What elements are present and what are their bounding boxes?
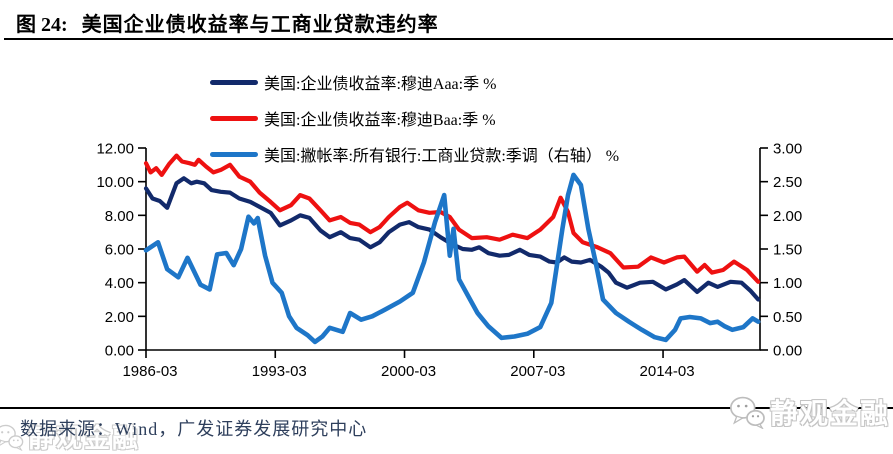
brand-logo: 静观金融 [728, 392, 890, 432]
legend-item-baa: 美国:企业债收益率:穆迪Baa:季 % [210, 100, 619, 136]
x-tick-label: 2000-03 [381, 363, 436, 380]
legend-label-aaa: 美国:企业债收益率:穆迪Aaa:季 % [264, 76, 497, 93]
data-source: 数据来源：Wind，广发证券发展研究中心 [20, 419, 368, 439]
brand-logo-text: 静观金融 [770, 399, 891, 430]
y-left-tick-label: 6.00 [105, 242, 134, 259]
series-line-0 [143, 176, 761, 302]
series-line-1 [143, 153, 761, 284]
legend-label-baa: 美国:企业债收益率:穆迪Baa:季 % [264, 112, 496, 129]
y-left-tick-label: 10.00 [96, 174, 134, 191]
legend-swatch-chargeoff [210, 151, 258, 157]
watermark-left: 静观金融 [0, 418, 140, 454]
y-right-tick-label: 0.50 [773, 309, 802, 326]
x-tick-label: 2014-03 [640, 363, 695, 380]
y-right-tick-label: 3.00 [773, 141, 802, 158]
x-tick-label: 1986-03 [122, 363, 177, 380]
y-left-tick-label: 12.00 [96, 141, 134, 158]
y-right-tick-label: 0.00 [773, 343, 802, 360]
legend-item-chargeoff: 美国:撇帐率:所有银行:工商业贷款:季调（右轴） % [210, 136, 619, 172]
figure-number: 图 24: [16, 14, 68, 36]
y-right-tick-label: 2.50 [773, 174, 802, 191]
chat-bubbles-icon [0, 424, 24, 451]
figure-title: 美国企业债收益率与工商业贷款违约率 [81, 14, 439, 36]
y-right-tick-label: 1.00 [773, 275, 802, 292]
figure-header: 图 24: 美国企业债收益率与工商业贷款违约率 [16, 8, 439, 37]
legend-swatch-baa [210, 115, 258, 121]
x-tick-label: 2007-03 [510, 363, 565, 380]
y-left-tick-label: 0.00 [105, 343, 134, 360]
footer-divider [0, 407, 893, 409]
y-left-tick-label: 2.00 [105, 309, 134, 326]
y-right-tick-label: 1.50 [773, 242, 802, 259]
y-left-tick-label: 8.00 [105, 208, 134, 225]
title-divider [4, 38, 893, 40]
chart-legend: 美国:企业债收益率:穆迪Aaa:季 % 美国:企业债收益率:穆迪Baa:季 % … [210, 64, 619, 172]
chat-bubbles-icon [730, 396, 765, 429]
watermark-text: 静观金融 [28, 424, 141, 453]
legend-swatch-aaa [210, 79, 258, 85]
y-left-tick-label: 4.00 [105, 275, 134, 292]
legend-item-aaa: 美国:企业债收益率:穆迪Aaa:季 % [210, 64, 619, 100]
x-tick-label: 1993-03 [252, 363, 307, 380]
series-line-2 [143, 172, 761, 345]
legend-label-chargeoff: 美国:撇帐率:所有银行:工商业贷款:季调（右轴） % [264, 148, 620, 165]
y-right-tick-label: 2.00 [773, 208, 802, 225]
